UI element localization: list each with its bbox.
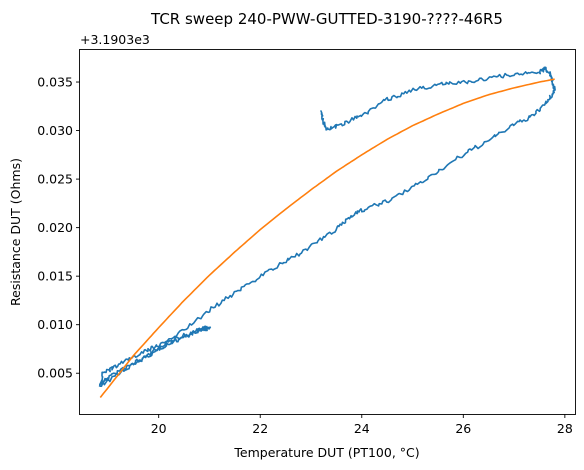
- y-axis-label: Resistance DUT (Ohms): [8, 158, 23, 306]
- x-axis-label: Temperature DUT (PT100, °C): [233, 445, 419, 460]
- series-line-2: [99, 78, 555, 398]
- series-layer: [98, 66, 556, 398]
- x-tick-label: 26: [455, 421, 471, 436]
- x-axis-ticks: 20 22 24 26 28: [151, 414, 573, 436]
- y-tick-label: 0.025: [37, 172, 73, 187]
- y-tick-label: 0.010: [37, 317, 73, 332]
- y-tick-label: 0.005: [37, 366, 73, 381]
- chart-title: TCR sweep 240-PWW-GUTTED-3190-????-46R5: [150, 10, 503, 28]
- x-tick-label: 24: [354, 421, 370, 436]
- x-tick-label: 22: [252, 421, 268, 436]
- series-line-1: [98, 66, 556, 388]
- x-tick-label: 28: [557, 421, 573, 436]
- y-axis-ticks: 0.005 0.010 0.015 0.020 0.025 0.030 0.035: [37, 75, 80, 381]
- y-tick-label: 0.015: [37, 269, 73, 284]
- plot-area: [98, 66, 556, 398]
- x-tick-label: 20: [151, 421, 167, 436]
- y-tick-label: 0.030: [37, 123, 73, 138]
- y-tick-label: 0.035: [37, 75, 73, 90]
- y-offset-label: +3.1903e3: [80, 32, 150, 47]
- plot-frame: [79, 49, 576, 415]
- y-tick-label: 0.020: [37, 220, 73, 235]
